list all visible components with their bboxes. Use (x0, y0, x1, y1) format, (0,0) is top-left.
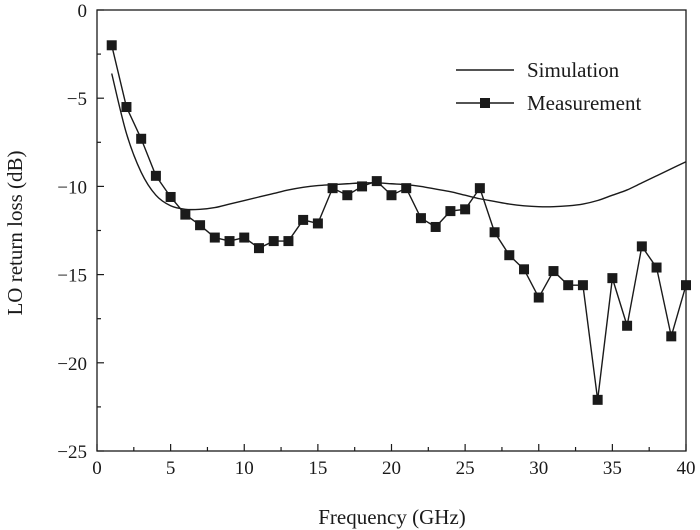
series-measurement-line (111, 45, 687, 400)
measurement-point (150, 170, 161, 181)
measurement-point (636, 241, 647, 252)
measurement-point (357, 181, 368, 192)
y-tick-label: −10 (57, 177, 87, 198)
measurement-point (445, 206, 456, 217)
measurement-point (548, 266, 559, 277)
measurement-point (136, 133, 147, 144)
measurement-point (106, 40, 117, 51)
measurement-point (312, 218, 323, 229)
measurement-point (371, 176, 382, 187)
measurement-point (430, 221, 441, 232)
x-tick-label: 0 (92, 458, 102, 479)
measurement-point (401, 183, 412, 194)
measurement-point (651, 262, 662, 273)
y-tick-label: −5 (67, 89, 87, 110)
x-tick-label: 25 (456, 458, 475, 479)
measurement-point (121, 102, 132, 113)
series-simulation-line (111, 73, 687, 211)
measurement-point (298, 214, 309, 225)
x-tick-label: 30 (529, 458, 548, 479)
y-tick-label: −20 (57, 354, 87, 375)
measurement-point (489, 227, 500, 238)
measurement-point (253, 243, 264, 254)
y-axis: 0 −5 −10 −15 −20 −25 (57, 1, 104, 463)
x-axis: 0 5 10 15 20 25 30 35 40 (92, 444, 696, 479)
measurement-point (460, 204, 471, 215)
legend-measurement-marker (480, 98, 490, 108)
legend-measurement-label: Measurement (527, 91, 641, 115)
measurement-point (681, 280, 691, 291)
measurement-point (666, 331, 677, 342)
measurement-point (519, 264, 530, 275)
measurement-point (224, 236, 235, 247)
measurement-point (504, 250, 515, 261)
measurement-point (239, 232, 250, 243)
y-tick-label: −15 (57, 266, 87, 287)
x-tick-label: 40 (677, 458, 696, 479)
measurement-point (607, 273, 618, 284)
measurement-point (415, 213, 426, 224)
measurement-point (592, 394, 603, 405)
x-tick-label: 35 (603, 458, 622, 479)
y-tick-label: −25 (57, 442, 87, 463)
measurement-point (268, 236, 279, 247)
legend: Simulation Measurement (456, 58, 641, 115)
x-tick-label: 5 (166, 458, 176, 479)
x-axis-title: Frequency (GHz) (318, 505, 466, 529)
measurement-point (622, 320, 633, 331)
measurement-point (195, 220, 206, 231)
measurement-point (533, 292, 544, 303)
x-tick-label: 10 (235, 458, 254, 479)
legend-simulation-label: Simulation (527, 58, 620, 82)
measurement-point (180, 209, 191, 220)
y-tick-label: 0 (78, 1, 88, 22)
measurement-point (563, 280, 574, 291)
measurement-point (327, 183, 338, 194)
measurement-point (209, 232, 220, 243)
x-tick-label: 15 (308, 458, 327, 479)
x-tick-label: 20 (382, 458, 401, 479)
series-layer (106, 40, 691, 405)
measurement-point (577, 280, 588, 291)
y-axis-title: LO return loss (dB) (3, 150, 27, 315)
measurement-point (165, 191, 176, 202)
measurement-point (474, 183, 485, 194)
measurement-point (386, 190, 397, 201)
measurement-point (283, 236, 294, 247)
measurement-point (342, 190, 353, 201)
